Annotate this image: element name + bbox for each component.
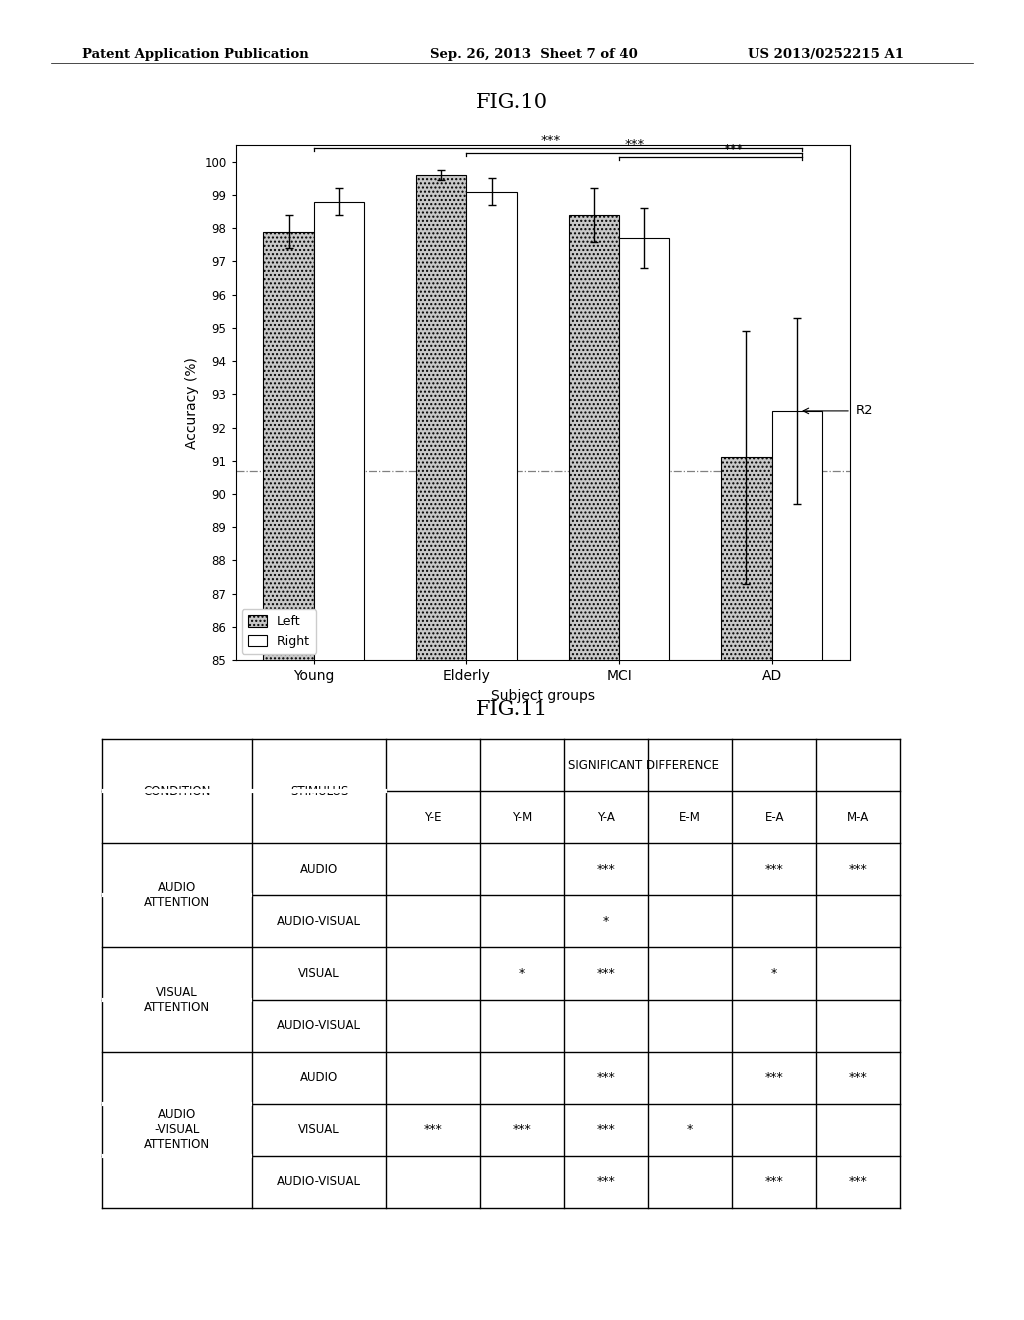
Text: E-M: E-M — [679, 810, 701, 824]
Bar — [466, 191, 517, 1320]
Text: ***: *** — [597, 863, 615, 876]
Text: AUDIO: AUDIO — [300, 863, 338, 876]
Text: ***: *** — [625, 139, 644, 152]
Text: R2: R2 — [856, 404, 873, 417]
Text: ***: *** — [765, 1071, 783, 1084]
Text: Y-M: Y-M — [512, 810, 532, 824]
Text: FIG.10: FIG.10 — [476, 94, 548, 112]
Text: ***: *** — [723, 143, 743, 156]
Bar — [313, 202, 365, 1320]
Text: ***: *** — [597, 1175, 615, 1188]
Text: Patent Application Publication: Patent Application Publication — [82, 48, 308, 61]
Text: ***: *** — [597, 968, 615, 979]
Bar — [721, 458, 772, 1320]
Text: *: * — [771, 968, 777, 979]
Text: FIG.11: FIG.11 — [476, 701, 548, 719]
Text: VISUAL: VISUAL — [298, 968, 340, 979]
Bar — [263, 231, 313, 1320]
Text: E-A: E-A — [764, 810, 784, 824]
Text: Sep. 26, 2013  Sheet 7 of 40: Sep. 26, 2013 Sheet 7 of 40 — [430, 48, 638, 61]
Text: *: * — [687, 1123, 693, 1137]
Text: Y-E: Y-E — [425, 810, 442, 824]
Y-axis label: Accuracy (%): Accuracy (%) — [184, 356, 199, 449]
Text: ***: *** — [424, 1123, 442, 1137]
Text: VISUAL
ATTENTION: VISUAL ATTENTION — [144, 986, 210, 1014]
Text: AUDIO: AUDIO — [300, 1071, 338, 1084]
Text: ***: *** — [541, 133, 560, 147]
Text: SIGNIFICANT DIFFERENCE: SIGNIFICANT DIFFERENCE — [567, 759, 719, 772]
Text: Y-A: Y-A — [597, 810, 615, 824]
Text: *: * — [519, 968, 525, 979]
Text: CONDITION: CONDITION — [143, 785, 211, 797]
Bar — [620, 238, 670, 1320]
Legend: Left, Right: Left, Right — [242, 609, 316, 653]
Text: AUDIO-VISUAL: AUDIO-VISUAL — [278, 1019, 361, 1032]
Text: ***: *** — [597, 1123, 615, 1137]
Text: ***: *** — [513, 1123, 531, 1137]
Text: ***: *** — [849, 1071, 867, 1084]
Text: AUDIO
ATTENTION: AUDIO ATTENTION — [144, 882, 210, 909]
Bar — [416, 176, 466, 1320]
Text: ***: *** — [765, 863, 783, 876]
Text: US 2013/0252215 A1: US 2013/0252215 A1 — [748, 48, 903, 61]
Text: AUDIO-VISUAL: AUDIO-VISUAL — [278, 1175, 361, 1188]
Text: VISUAL: VISUAL — [298, 1123, 340, 1137]
Bar — [772, 411, 822, 1320]
Text: ***: *** — [765, 1175, 783, 1188]
Text: AUDIO
-VISUAL
ATTENTION: AUDIO -VISUAL ATTENTION — [144, 1109, 210, 1151]
Text: M-A: M-A — [847, 810, 869, 824]
Text: STIMULUS: STIMULUS — [290, 785, 348, 797]
Text: ***: *** — [597, 1071, 615, 1084]
Text: ***: *** — [849, 1175, 867, 1188]
Text: *: * — [603, 915, 609, 928]
Text: ***: *** — [849, 863, 867, 876]
Bar — [568, 215, 620, 1320]
X-axis label: Subject groups: Subject groups — [490, 689, 595, 702]
Text: AUDIO-VISUAL: AUDIO-VISUAL — [278, 915, 361, 928]
